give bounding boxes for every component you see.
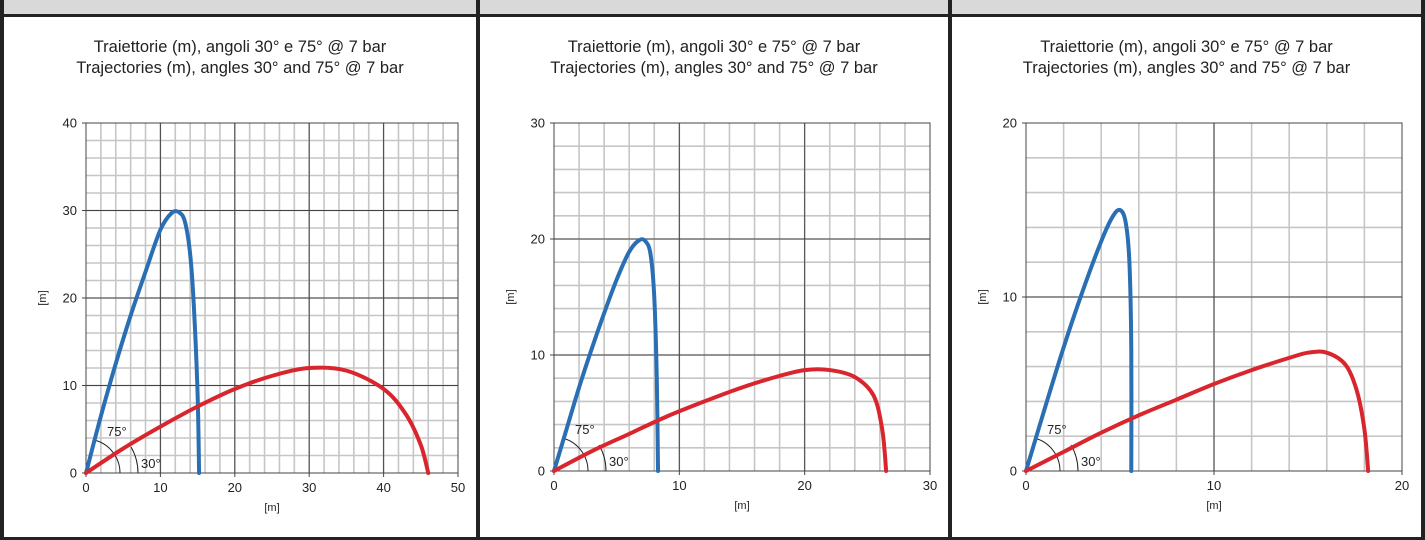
trajectory-line-75: [1024, 207, 1134, 473]
x-tick-label: 0: [82, 480, 89, 495]
x-tick-label: 0: [550, 478, 557, 493]
chart-subtitle: Trajectories (m), angles 30° and 75° @ 7…: [76, 59, 404, 77]
trajectory-line-30: [1024, 349, 1371, 473]
angle-arc-75: [1034, 437, 1061, 472]
angle-label-75: 75°: [575, 422, 595, 437]
x-tick-label: 10: [1207, 478, 1221, 493]
angle-arc-75: [94, 439, 121, 474]
angle-label-75: 75°: [107, 424, 127, 439]
x-tick-label: 10: [153, 480, 167, 495]
x-tick-label: 40: [376, 480, 390, 495]
x-tick-label: 0: [1022, 478, 1029, 493]
y-tick-label: 10: [63, 378, 77, 393]
y-tick-label: 10: [531, 348, 545, 363]
y-tick-label: 0: [70, 466, 77, 481]
chart-svg: 0 10 20 30 0 10 20 30 [m] [m] 75° 30°: [505, 116, 937, 513]
header-band: [0, 0, 476, 16]
angle-label-30: 30°: [609, 454, 629, 469]
y-tick-label: 20: [531, 232, 545, 247]
y-tick-label: 20: [63, 291, 77, 306]
frame-left-border: [0, 0, 4, 540]
y-tick-label: 40: [63, 116, 77, 131]
chart-panel: Traiettorie (m), angoli 30° e 75° @ 7 ba…: [4, 17, 476, 537]
y-tick-label: 20: [1003, 116, 1017, 131]
x-axis-label: [m]: [1206, 500, 1221, 512]
chart-panel: Traiettorie (m), angoli 30° e 75° @ 7 ba…: [952, 17, 1421, 537]
trajectory-line-75: [84, 209, 202, 475]
angle-label-30: 30°: [1081, 454, 1101, 469]
y-tick-label: 0: [1010, 464, 1017, 479]
panel-divider: [476, 0, 480, 540]
chart-subtitle: Trajectories (m), angles 30° and 75° @ 7…: [550, 59, 878, 77]
chart-subtitle: Trajectories (m), angles 30° and 75° @ 7…: [1022, 59, 1351, 77]
angle-arc-30: [130, 446, 139, 474]
chart-svg: 0 10 20 0 10 20 [m] [m] 75° 30°: [977, 116, 1409, 513]
angle-arc-75: [562, 437, 589, 472]
header-band: [952, 0, 1425, 16]
trajectory-line-30: [552, 367, 889, 473]
y-axis-label: [m]: [977, 289, 989, 304]
chart-title-block: Traiettorie (m), angoli 30° e 75° @ 7 ba…: [952, 37, 1421, 79]
plot-area-border: [553, 122, 931, 472]
chart-title-block: Traiettorie (m), angoli 30° e 75° @ 7 ba…: [480, 37, 948, 79]
y-tick-label: 30: [63, 203, 77, 218]
x-tick-label: 20: [1395, 478, 1409, 493]
y-tick-label: 10: [1003, 290, 1017, 305]
chart-title: Traiettorie (m), angoli 30° e 75° @ 7 ba…: [567, 38, 861, 56]
chart-panel: Traiettorie (m), angoli 30° e 75° @ 7 ba…: [480, 17, 948, 537]
frame-right-border: [1421, 0, 1425, 540]
y-axis-label: [m]: [37, 290, 49, 305]
x-axis-label: [m]: [264, 502, 279, 514]
x-tick-label: 30: [302, 480, 316, 495]
y-tick-label: 0: [538, 464, 545, 479]
angle-label-75: 75°: [1047, 422, 1067, 437]
frame-bottom-border: [0, 537, 1425, 540]
chart-title-block: Traiettorie (m), angoli 30° e 75° @ 7 ba…: [4, 37, 476, 79]
x-tick-label: 10: [672, 478, 686, 493]
x-tick-label: 50: [451, 480, 465, 495]
trajectory-line-30: [84, 365, 431, 475]
angle-label-30: 30°: [141, 456, 161, 471]
header-band: [480, 0, 948, 16]
y-axis-label: [m]: [505, 289, 517, 304]
y-tick-label: 30: [531, 116, 545, 131]
x-tick-label: 20: [228, 480, 242, 495]
x-tick-label: 20: [797, 478, 811, 493]
chart-svg: 0 10 20 30 40 50 0 10 20 30 40 [m] [m] 75° 30°: [37, 116, 465, 515]
chart-title: Traiettorie (m), angoli 30° e 75° @ 7 ba…: [1040, 38, 1333, 56]
trajectory-line-75: [552, 237, 661, 473]
x-tick-label: 30: [923, 478, 937, 493]
panel-divider: [948, 0, 952, 540]
x-axis-label: [m]: [734, 500, 749, 512]
frame-top-border: [0, 14, 1425, 17]
chart-title: Traiettorie (m), angoli 30° e 75° @ 7 ba…: [93, 38, 387, 56]
